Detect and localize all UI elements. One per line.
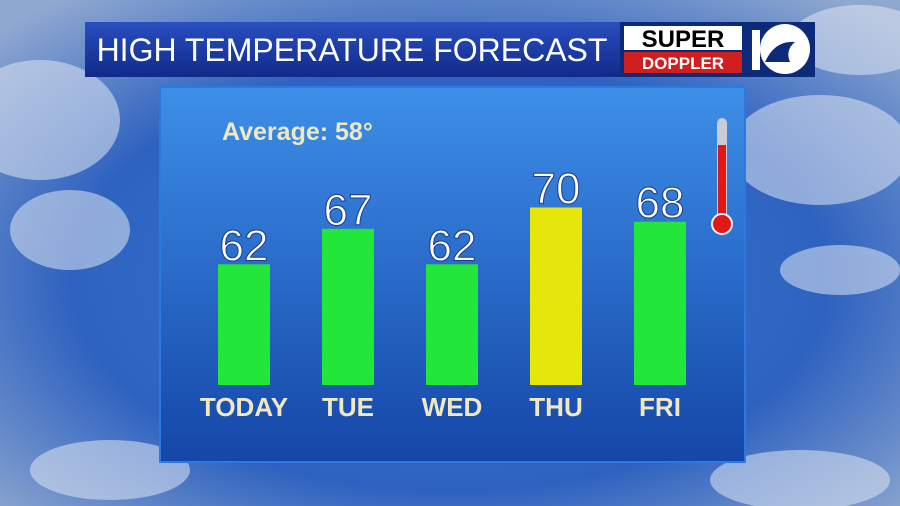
x-tick-label: TUE <box>322 392 374 422</box>
chart-title: HIGH TEMPERATURE FORECAST <box>97 32 608 68</box>
logo-top: SUPER <box>642 26 725 53</box>
value-label: 67 <box>324 186 373 235</box>
bar <box>530 207 582 385</box>
x-tick-label: FRI <box>639 392 681 422</box>
logo-one <box>752 30 760 70</box>
average-annotation: Average: 58° <box>222 118 373 146</box>
logo-wave <box>765 41 795 62</box>
title-bar <box>85 22 620 77</box>
bar <box>322 228 374 385</box>
value-label: 62 <box>220 221 269 270</box>
logo-bottom: DOPPLER <box>642 54 724 73</box>
value-label: 70 <box>532 165 581 214</box>
bar <box>218 264 270 385</box>
bar <box>426 264 478 385</box>
logo: SUPER DOPPLER <box>620 22 815 77</box>
bar <box>634 221 686 385</box>
value-label: 68 <box>636 179 685 228</box>
x-tick-label: TODAY <box>200 392 288 422</box>
clouds <box>0 5 900 506</box>
value-label: 62 <box>428 221 477 270</box>
logo-top-box <box>624 26 742 50</box>
x-tick-label: THU <box>529 392 582 422</box>
thermometer <box>711 118 733 235</box>
logo-bottom-box <box>624 52 742 73</box>
x-tick-label: WED <box>422 392 483 422</box>
